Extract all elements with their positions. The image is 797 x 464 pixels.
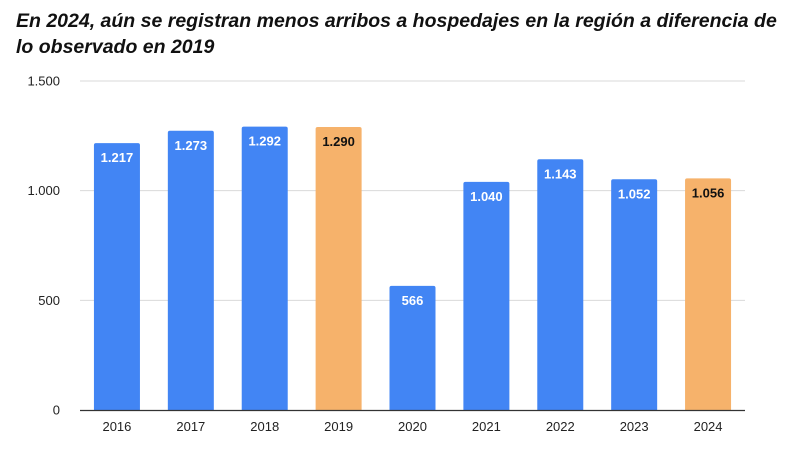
data-labels: 1.217 1.273 1.292 1.290 566 1.040 1.143 1.052 1.… [101,134,725,308]
data-label-2021: 1.040 [470,189,503,204]
y-tick-label: 500 [38,293,60,308]
bar-2024 [685,178,732,410]
y-tick-label: 0 [53,403,60,418]
x-axis-ticks: 2016 2017 2018 2019 2020 2021 2022 2023 2024 [102,419,722,434]
x-tick-label-2017: 2017 [176,419,205,434]
x-tick-label-2024: 2024 [694,419,723,434]
x-tick-label-2020: 2020 [398,419,427,434]
data-label-2023: 1.052 [618,186,651,201]
bar-2022 [537,159,584,410]
data-label-2020: 566 [402,293,424,308]
x-tick-label-2021: 2021 [472,419,501,434]
data-label-2024: 1.056 [692,185,725,200]
bar-2021 [463,181,510,410]
data-label-2022: 1.143 [544,166,577,181]
chart-title: En 2024, aún se registran menos arribos … [16,10,777,58]
y-tick-label: 1.000 [27,183,60,198]
bar-2020 [389,285,436,410]
x-tick-label-2022: 2022 [546,419,575,434]
bar-2023 [611,179,658,410]
data-label-2019: 1.290 [322,134,355,149]
bar-2019 [315,127,362,410]
x-tick-label-2023: 2023 [620,419,649,434]
y-tick-label: 1.500 [27,74,60,89]
bar-2016 [93,143,140,410]
data-label-2017: 1.273 [175,138,208,153]
bars [93,126,732,410]
data-label-2018: 1.292 [248,134,281,149]
x-tick-label-2018: 2018 [250,419,279,434]
data-label-2016: 1.217 [101,150,134,165]
y-axis-ticks: 0 500 1.000 1.500 [27,74,60,418]
bar-2018 [241,126,288,410]
x-tick-label-2016: 2016 [102,419,131,434]
bar-2017 [167,130,214,410]
x-tick-label-2019: 2019 [324,419,353,434]
